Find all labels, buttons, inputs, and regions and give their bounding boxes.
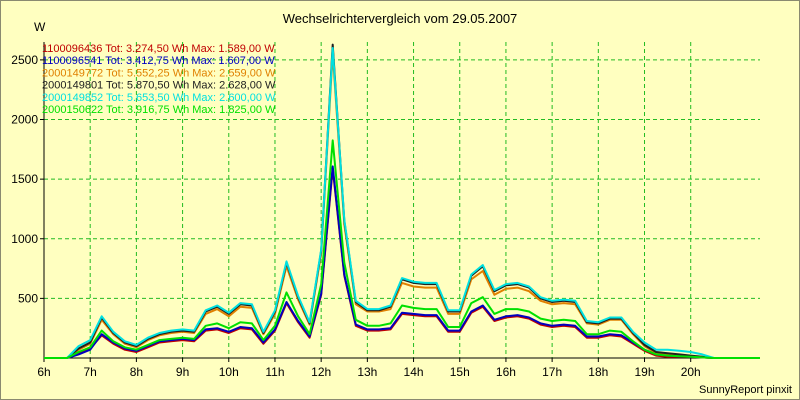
axes: 6h 7h 8h 9h 10h 11h 12h 13h 14h 15h 16h 17h 18h 19h 20… — [11, 42, 760, 379]
legend-entry-3: 2000149772 Tot: 5.552,25 Wh Max: 2.559,0… — [42, 67, 276, 79]
y-tick-label: 1500 — [11, 172, 38, 186]
series-lines — [44, 43, 760, 359]
x-tick-label: 20h — [681, 365, 701, 379]
series-line-1 — [44, 167, 760, 359]
y-tick-label: 500 — [18, 291, 38, 305]
x-tick-label: 19h — [635, 365, 655, 379]
x-tick-label: 13h — [357, 365, 377, 379]
legend-entry-1: 1100096436 Tot: 3.274,50 Wh Max: 1.589,0… — [42, 43, 275, 55]
legend-entry-6: 2000150622 Tot: 3.916,75 Wh Max: 1.825,0… — [42, 104, 276, 116]
series-line-6 — [44, 139, 760, 359]
y-tick-label: 2500 — [11, 53, 38, 67]
legend-entry-5: 2000149852 Tot: 5.653,50 Wh Max: 2.600,0… — [42, 92, 276, 104]
series-line-4 — [44, 43, 760, 359]
x-tick-label: 12h — [311, 365, 331, 379]
y-axis-unit: W — [34, 20, 46, 34]
series-line-5 — [44, 47, 760, 359]
y-tick-label: 1000 — [11, 232, 38, 246]
x-tick-label: 14h — [404, 365, 424, 379]
series-line-2 — [44, 165, 760, 359]
chart-title: Wechselrichtervergleich vom 29.05.2007 — [283, 11, 518, 26]
legend-entry-4: 2000149801 Tot: 5.870,50 Wh Max: 2.628,0… — [42, 80, 276, 92]
legend-entry-2: 1100096541 Tot: 3.412,75 Wh Max: 1.607,0… — [42, 55, 275, 67]
series-line-3 — [44, 51, 760, 359]
x-tick-label: 18h — [588, 365, 608, 379]
x-tick-label: 15h — [450, 365, 470, 379]
x-tick-label: 8h — [130, 365, 143, 379]
x-tick-label: 11h — [265, 365, 284, 379]
x-tick-label: 7h — [84, 365, 97, 379]
credit-label: SunnyReport pinxit — [699, 384, 792, 396]
y-tick-label: 2000 — [11, 113, 38, 127]
x-tick-label: 6h — [37, 365, 50, 379]
x-tick-label: 17h — [542, 365, 562, 379]
grid — [44, 42, 760, 358]
x-tick-label: 9h — [176, 365, 189, 379]
x-tick-label: 16h — [496, 365, 516, 379]
legend: 1100096436 Tot: 3.274,50 Wh Max: 1.589,0… — [42, 43, 276, 116]
x-tick-label: 10h — [219, 365, 239, 379]
